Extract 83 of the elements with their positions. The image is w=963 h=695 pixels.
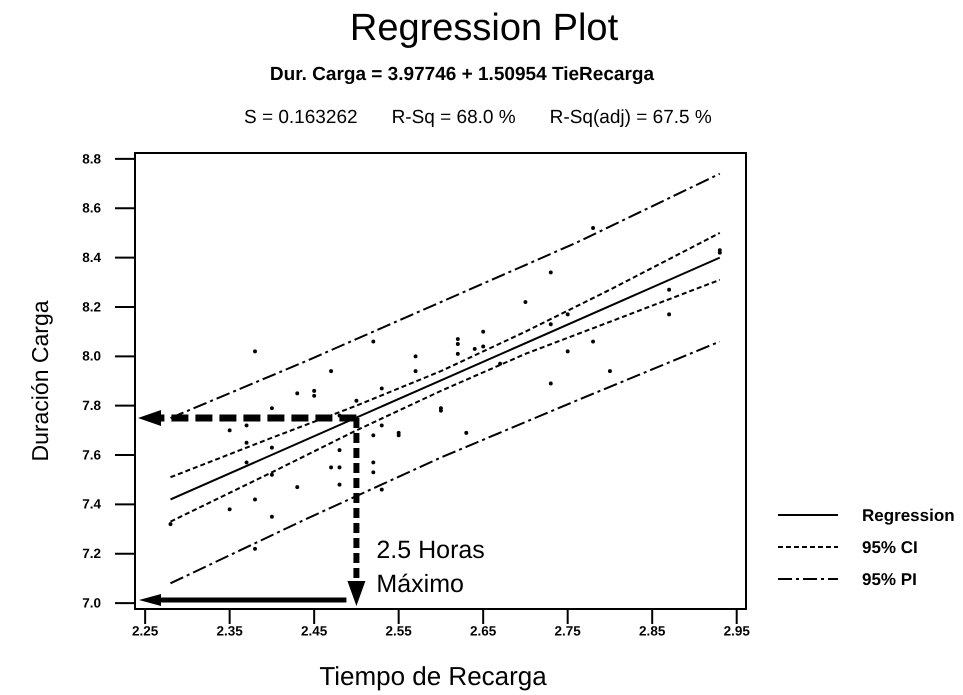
- chart-subtitle: Dur. Carga = 3.97746 + 1.50954 TieRecarga: [270, 64, 654, 85]
- point: [270, 446, 274, 450]
- y-tick-label: 8.4: [82, 250, 102, 265]
- point: [566, 349, 570, 354]
- point: [456, 337, 460, 341]
- point: [253, 546, 257, 551]
- point: [295, 391, 300, 396]
- point: [548, 270, 553, 274]
- point: [438, 408, 443, 413]
- x-tick-label: 2.55: [386, 624, 412, 639]
- point: [380, 423, 384, 428]
- point: [338, 482, 342, 487]
- x-tick-label: 2.65: [470, 624, 497, 639]
- point: [228, 507, 232, 512]
- y-tick-label: 8.8: [82, 151, 102, 166]
- point: [253, 349, 257, 354]
- x-tick-label: 2.95: [724, 624, 750, 639]
- x-tick-label: 2.35: [216, 624, 244, 639]
- point: [523, 300, 528, 304]
- annotation: 2.5 Horas Máximo: [376, 536, 485, 598]
- text: R-Sq = 68.0 %: [392, 107, 516, 128]
- point: [456, 352, 460, 356]
- y-tick-label: 7.2: [82, 546, 101, 562]
- x-axis-title: Tiempo de Recarga: [319, 661, 548, 691]
- point: [608, 369, 612, 374]
- y-tick-label: 8.6: [82, 200, 102, 216]
- point: [168, 522, 172, 526]
- legend-label: 95% CI: [862, 538, 918, 557]
- point: [371, 460, 376, 464]
- y-tick-label: 8.0: [82, 348, 101, 364]
- y-tick-label: 7.4: [82, 496, 102, 512]
- point: [591, 226, 595, 230]
- point: [253, 497, 257, 502]
- point: [270, 472, 274, 477]
- point: [566, 312, 570, 316]
- point: [380, 386, 384, 390]
- x-tick-label: 2.45: [301, 624, 328, 639]
- point: [464, 430, 468, 435]
- y-tick-label: 8.2: [82, 299, 101, 314]
- y-axis-title: Duración Carga: [27, 300, 53, 462]
- x-tick-label: 2.85: [639, 624, 666, 639]
- legend-label: Regression: [862, 506, 955, 525]
- point: [591, 340, 595, 344]
- text: R-Sq(adj) = 67.5 %: [550, 107, 712, 128]
- point: [329, 369, 334, 374]
- point: [414, 354, 418, 358]
- y-tick-label: 7.8: [82, 398, 102, 413]
- point: [338, 465, 342, 470]
- point: [228, 428, 232, 432]
- point: [667, 312, 672, 316]
- point: [371, 433, 376, 438]
- x-tick-label: 2.25: [132, 624, 159, 639]
- point: [718, 250, 722, 255]
- point: [481, 344, 486, 348]
- x-tick-label: 2.75: [554, 624, 582, 639]
- point: [270, 514, 274, 519]
- point: [295, 485, 300, 490]
- point: [371, 340, 376, 344]
- point: [329, 465, 334, 470]
- y-tick-label: 7.0: [82, 595, 101, 610]
- text: S = 0.163262: [244, 107, 358, 128]
- point: [667, 288, 672, 292]
- point: [548, 382, 553, 386]
- point: [244, 460, 249, 464]
- chart-title: Regression Plot: [350, 7, 619, 49]
- point: [312, 394, 316, 398]
- line-series: [169, 172, 721, 420]
- point: [371, 470, 376, 474]
- legend-label: 95% PI: [862, 570, 917, 589]
- point: [414, 369, 418, 374]
- point: [548, 322, 553, 326]
- point: [244, 440, 249, 445]
- point: [338, 448, 342, 452]
- y-tick-label: 7.6: [82, 447, 102, 462]
- point: [456, 342, 460, 346]
- point: [354, 398, 358, 403]
- line-series: [169, 232, 721, 478]
- point: [312, 388, 316, 393]
- point: [481, 330, 486, 334]
- point: [472, 346, 477, 351]
- point: [380, 488, 384, 492]
- point: [270, 406, 274, 410]
- point: [244, 423, 249, 428]
